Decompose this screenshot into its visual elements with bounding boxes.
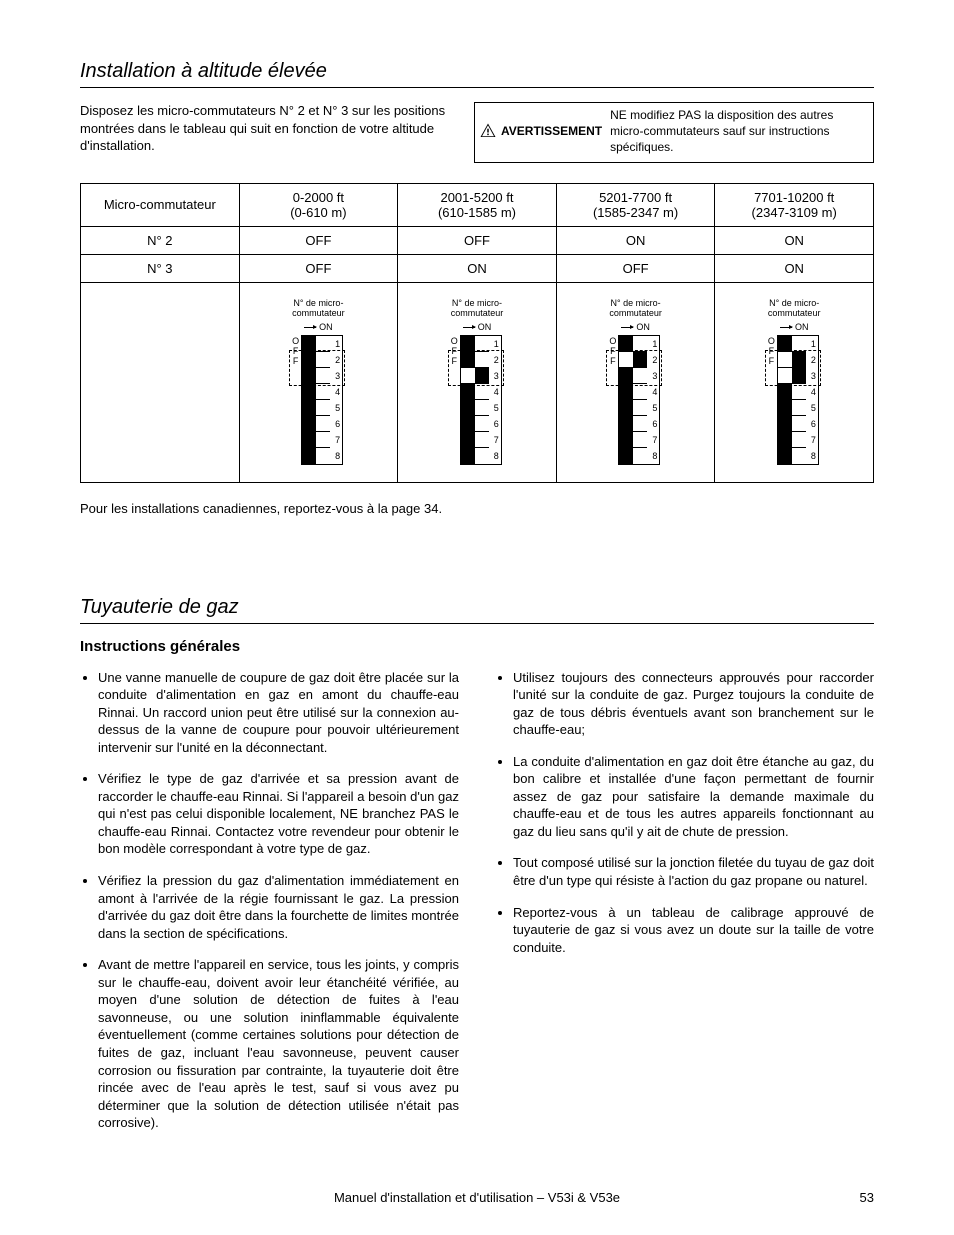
table-header-cell: 2001-5200 ft(610-1585 m) — [398, 183, 557, 226]
table-header-cell: 7701-10200 ft(2347-3109 m) — [715, 183, 874, 226]
instructions-columns: Une vanne manuelle de coupure de gaz doi… — [80, 669, 874, 1132]
instruction-bullet: Vérifiez le type de gaz d'arrivée et sa … — [98, 770, 459, 858]
warning-icon — [479, 122, 497, 140]
instruction-bullet: Vérifiez la pression du gaz d'alimentati… — [98, 872, 459, 942]
table-cell: N° 2 — [81, 226, 240, 254]
instruction-bullet: Reportez-vous à un tableau de calibrage … — [513, 904, 874, 957]
table-cell: N° 3 — [81, 254, 240, 282]
instruction-bullet: La conduite d'alimentation en gaz doit ê… — [513, 753, 874, 841]
table-cell-empty — [81, 282, 240, 482]
table-cell: ON — [556, 226, 715, 254]
instruction-bullet: Tout composé utilisé sur la jonction fil… — [513, 854, 874, 889]
intro-text: Disposez les micro-commutateurs N° 2 et … — [80, 102, 454, 155]
table-diagram-cell: N° de micro-commutateurONOFF12345678 — [715, 282, 874, 482]
instruction-bullet: Avant de mettre l'appareil en service, t… — [98, 956, 459, 1131]
switch-diagram: N° de micro-commutateurONOFF12345678 — [292, 299, 345, 466]
switch-diagram: N° de micro-commutateurONOFF12345678 — [768, 299, 821, 466]
switch-diagram: N° de micro-commutateurONOFF12345678 — [451, 299, 504, 466]
table-cell: OFF — [239, 254, 398, 282]
table-cell: OFF — [239, 226, 398, 254]
warning-label: AVERTISSEMENT — [501, 124, 602, 138]
table-cell: OFF — [556, 254, 715, 282]
table-header-cell: 0-2000 ft(0-610 m) — [239, 183, 398, 226]
table-header-cell: 5201-7700 ft(1585-2347 m) — [556, 183, 715, 226]
table-diagram-cell: N° de micro-commutateurONOFF12345678 — [556, 282, 715, 482]
table-cell: OFF — [398, 226, 557, 254]
instruction-bullet: Une vanne manuelle de coupure de gaz doi… — [98, 669, 459, 757]
section-title-gas: Tuyauterie de gaz — [80, 596, 874, 624]
warning-text: NE modifiez PAS la disposition des autre… — [610, 107, 865, 156]
subheading-general: Instructions générales — [80, 638, 874, 655]
switch-table: Micro-commutateur0-2000 ft(0-610 m)2001-… — [80, 183, 874, 483]
table-header-cell: Micro-commutateur — [81, 183, 240, 226]
table-cell: ON — [715, 254, 874, 282]
table-cell: ON — [715, 226, 874, 254]
instruction-bullet: Utilisez toujours des connecteurs approu… — [513, 669, 874, 739]
section-title-altitude: Installation à altitude élevée — [80, 60, 874, 88]
table-cell: ON — [398, 254, 557, 282]
footer-text: Manuel d'installation et d'utilisation –… — [120, 1190, 834, 1205]
warning-box: AVERTISSEMENT NE modifiez PAS la disposi… — [474, 102, 874, 163]
post-table-note: Pour les installations canadiennes, repo… — [80, 501, 874, 516]
table-diagram-cell: N° de micro-commutateurONOFF12345678 — [398, 282, 557, 482]
switch-diagram: N° de micro-commutateurONOFF12345678 — [609, 299, 662, 466]
page-number: 53 — [834, 1190, 874, 1205]
table-diagram-cell: N° de micro-commutateurONOFF12345678 — [239, 282, 398, 482]
